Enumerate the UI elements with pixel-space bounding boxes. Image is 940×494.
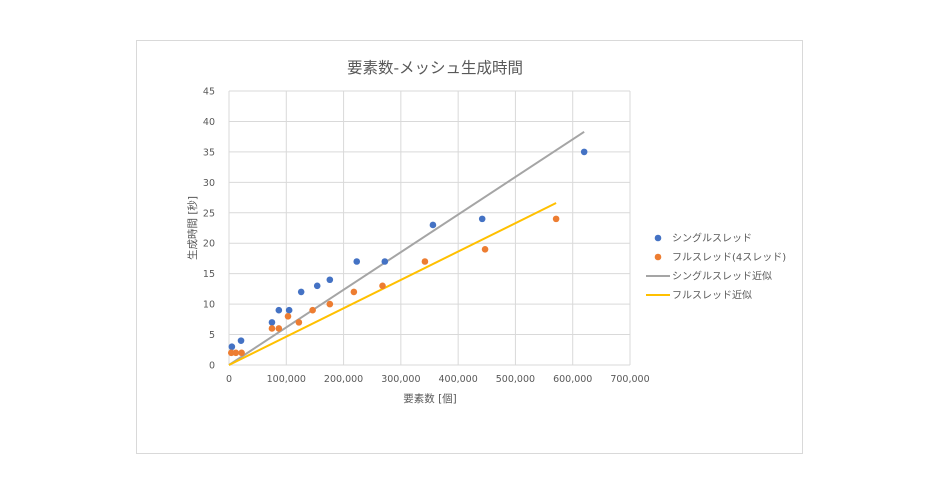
trendlines	[228, 130, 585, 366]
data-point	[268, 325, 276, 332]
legend-marker-icon	[654, 253, 662, 261]
data-point	[237, 337, 245, 344]
data-point	[552, 215, 560, 223]
data-point	[481, 246, 489, 253]
y-tick-label: 15	[203, 269, 215, 280]
y-tick-label: 25	[203, 208, 215, 219]
data-points	[227, 148, 588, 357]
x-axis-ticks: 0 100,000 200,000 300,000 400,000 500,000 600,…	[226, 374, 650, 385]
y-tick-label: 0	[209, 361, 215, 372]
trendline	[228, 130, 585, 366]
legend-marker-icon	[654, 234, 662, 242]
legend-label: フルスレッド近似	[672, 289, 752, 302]
data-point	[429, 221, 437, 229]
data-point	[309, 306, 316, 314]
y-tick-label: 5	[209, 330, 215, 341]
y-tick-label: 45	[203, 87, 215, 98]
legend-label: シングルスレッド近似	[672, 270, 772, 283]
x-tick-label: 100,000	[267, 374, 306, 385]
data-point	[353, 258, 361, 265]
data-point	[379, 282, 386, 290]
data-point	[232, 349, 240, 357]
data-point	[326, 300, 334, 308]
y-tick-label: 20	[203, 239, 215, 250]
y-tick-label: 40	[203, 117, 215, 128]
y-axis-ticks: 0 5 10 15 20 25 30 35 40 45	[203, 87, 215, 372]
data-point	[275, 306, 283, 314]
data-point	[326, 276, 334, 284]
x-tick-label: 300,000	[381, 374, 420, 385]
data-point	[350, 288, 358, 296]
data-point	[275, 325, 283, 332]
trendline	[228, 202, 557, 366]
x-tick-label: 0	[226, 374, 232, 385]
data-point	[421, 258, 429, 265]
data-point	[313, 282, 321, 290]
data-point	[478, 215, 486, 223]
legend-label: シングルスレッド	[672, 232, 752, 245]
data-point	[580, 148, 588, 156]
x-tick-label: 200,000	[324, 374, 363, 385]
chart-title: 要素数-メッシュ生成時間	[347, 59, 523, 77]
y-tick-label: 35	[203, 147, 215, 158]
data-point	[284, 312, 292, 320]
data-point	[268, 319, 276, 326]
legend-label: フルスレッド(4スレッド)	[672, 253, 786, 264]
x-tick-label: 700,000	[610, 374, 649, 385]
data-point	[381, 258, 389, 265]
data-point	[285, 306, 293, 314]
gridlines	[228, 90, 631, 366]
data-point	[238, 349, 245, 357]
data-point	[295, 319, 303, 326]
data-point	[228, 343, 236, 351]
x-tick-label: 500,000	[496, 374, 535, 385]
x-axis-label: 要素数 [個]	[403, 392, 457, 405]
data-point	[227, 349, 235, 357]
x-tick-label: 600,000	[553, 374, 592, 385]
y-tick-label: 30	[203, 178, 215, 189]
y-tick-label: 10	[203, 300, 215, 311]
data-point	[297, 288, 305, 296]
y-axis-label: 生成時間 [秒]	[186, 196, 199, 260]
x-tick-label: 400,000	[438, 374, 477, 385]
